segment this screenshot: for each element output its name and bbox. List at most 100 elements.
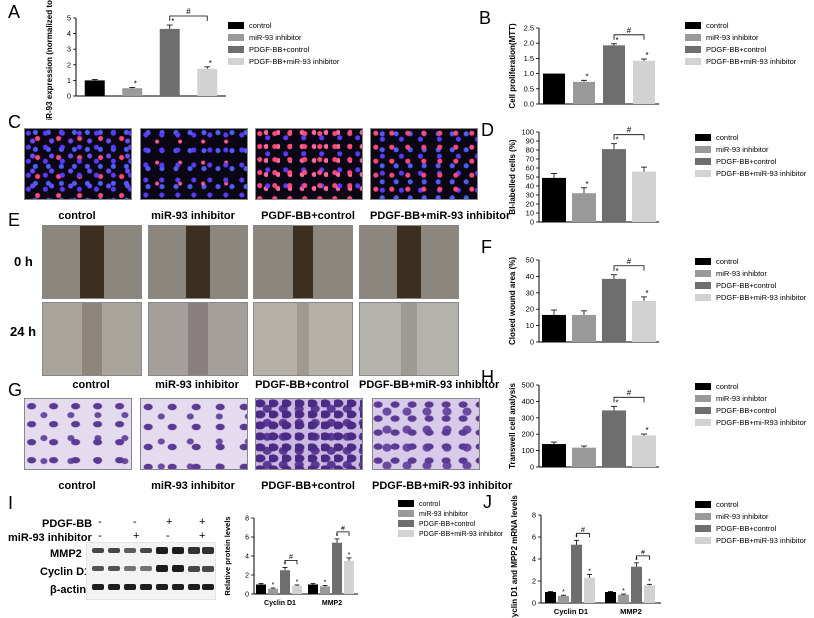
bar-j (584, 577, 595, 603)
legend-swatch-h (695, 383, 711, 390)
legend-swatch-a (228, 34, 244, 41)
y-tick-label-d: 80 (526, 146, 534, 155)
y-tick-label-h: 0 (530, 463, 534, 472)
legend-label-i: PDGF-BB+control (419, 521, 476, 528)
y-tick-label-d: 90 (526, 137, 534, 146)
fluorescence-image-pdgf-inhibitor (370, 128, 478, 200)
significance-mark-h: * (645, 426, 648, 435)
y-tick-label-d: 10 (526, 209, 534, 218)
wb-sign-pdgf-3: + (166, 516, 173, 528)
panel-label-c: C (8, 112, 21, 132)
legend-swatch-h (695, 395, 711, 402)
y-tick-label-h: 500 (521, 381, 534, 390)
legend-swatch-i (398, 510, 414, 517)
wb-sign-pdgf-1: - (98, 516, 102, 528)
panel-label-h: H (481, 367, 494, 387)
y-tick-label-a: 0 (67, 92, 71, 101)
bracket-symbol-j: # (641, 549, 645, 556)
legend-swatch-a (228, 58, 244, 65)
y-axis-label-f: Closed wound area (%) (508, 257, 517, 345)
legend-swatch-f (695, 282, 711, 289)
legend-swatch-b (685, 46, 701, 53)
legend-label-j: PDGF-BB+control (716, 524, 777, 533)
x-tick-label-i: MMP2 (322, 600, 342, 607)
y-axis-label-i: Relative protein levels (223, 516, 232, 595)
bar-i (292, 585, 302, 594)
panel-label-a: A (8, 2, 21, 22)
legend-label-a: PDGF-BB+control (249, 45, 310, 54)
y-tick-label-b: 0.5 (524, 84, 534, 93)
legend-swatch-i (398, 530, 414, 537)
legend-swatch-j (695, 513, 711, 520)
significance-mark-j: * (588, 568, 591, 575)
bracket-h (613, 396, 645, 403)
significance-mark-b: * (615, 36, 618, 45)
bar-b (633, 60, 655, 104)
y-tick-label-h: 300 (521, 413, 534, 422)
legend-label-a: control (249, 21, 272, 30)
bar-b (603, 45, 625, 104)
y-tick-label-d: 0 (530, 218, 534, 227)
legend-label-d: PDGF-BB+miR-93 inhibitor (716, 169, 807, 178)
bar-i (332, 542, 342, 594)
legend-swatch-f (695, 294, 711, 301)
wb-band-label-mmp2: MMP2 (50, 548, 82, 560)
wb-sign-pdgf-4: + (199, 516, 206, 528)
legend-label-h: PDGF-BB+mi-R93 inhibitor (716, 418, 807, 427)
bar-f (602, 278, 626, 342)
legend-label-a: miR-93 inhibitor (249, 33, 302, 42)
bracket-symbol-j: # (581, 527, 585, 534)
bar-h (632, 435, 656, 467)
wound-image-pdgf-control-24h (253, 302, 353, 376)
legend-swatch-j (695, 537, 711, 544)
y-tick-label-d: 70 (526, 155, 534, 164)
legend-swatch-b (685, 34, 701, 41)
wb-sign-inh-1: - (98, 530, 102, 542)
caption-e-pdgf-control: PDGF-BB+control (255, 379, 349, 391)
bracket-symbol-f: # (627, 257, 632, 266)
y-tick-label-b: 2.5 (524, 24, 534, 33)
chart-j: 0 2 4 6 8 Cyclin D1 and MPP2 mRNA levels * * * Cy… (510, 495, 807, 618)
significance-mark-a: * (171, 17, 174, 26)
bracket-j (636, 555, 650, 560)
significance-mark-i: * (324, 579, 327, 586)
bar-i (268, 588, 278, 594)
significance-mark-j: * (635, 557, 638, 564)
bracket-symbol-d: # (627, 126, 632, 135)
wb-row-label-inhibitor: miR-93 inhibitor (8, 532, 92, 544)
bar-b (543, 73, 565, 104)
significance-mark-j: * (648, 578, 651, 585)
row-label-0h: 0 h (14, 254, 33, 269)
y-tick-label-h: 200 (521, 430, 534, 439)
y-axis-label-a: miR-93 expression (normalized to u6) (45, 0, 54, 120)
bracket-symbol-a: # (186, 7, 191, 16)
y-tick-label-a: 5 (67, 14, 71, 23)
legend-label-j: PDGF-BB+miR-93 inhibitor (716, 536, 807, 545)
bracket-b (613, 34, 645, 40)
bar-i (308, 584, 318, 594)
fluorescence-image-pdgf-control (255, 128, 363, 200)
caption-c-pdgf-inhibitor: PDGF-BB+miR-93 inhibitor (370, 210, 511, 222)
bar-i (280, 570, 290, 594)
significance-mark-a: * (209, 59, 212, 68)
wound-image-inhibitor-0h (148, 225, 248, 299)
legend-label-b: control (706, 21, 729, 30)
legend-label-d: control (716, 133, 739, 142)
bar-j (545, 592, 556, 603)
y-tick-label-b: 1.5 (524, 54, 534, 63)
bracket-symbol-i: # (289, 554, 293, 561)
legend-label-b: PDGF-BB+control (706, 45, 767, 54)
y-axis-label-b: Cell proliferation(MTT) (508, 23, 517, 109)
bracket-d (613, 134, 645, 140)
legend-label-d: PDGF-BB+control (716, 157, 777, 166)
panel-label-d: D (481, 120, 494, 140)
panel-label-g: G (8, 380, 23, 400)
y-tick-label-i: 2 (245, 573, 249, 580)
bar-d (542, 177, 566, 222)
bar-j (618, 594, 629, 603)
legend-label-i: miR-93 inhibitor (419, 511, 469, 518)
bar-d (602, 149, 626, 222)
legend-label-h: PDGF-BB+control (716, 406, 777, 415)
y-axis-label-d: BI-labelled cells (%) (508, 139, 517, 214)
legend-swatch-d (695, 158, 711, 165)
